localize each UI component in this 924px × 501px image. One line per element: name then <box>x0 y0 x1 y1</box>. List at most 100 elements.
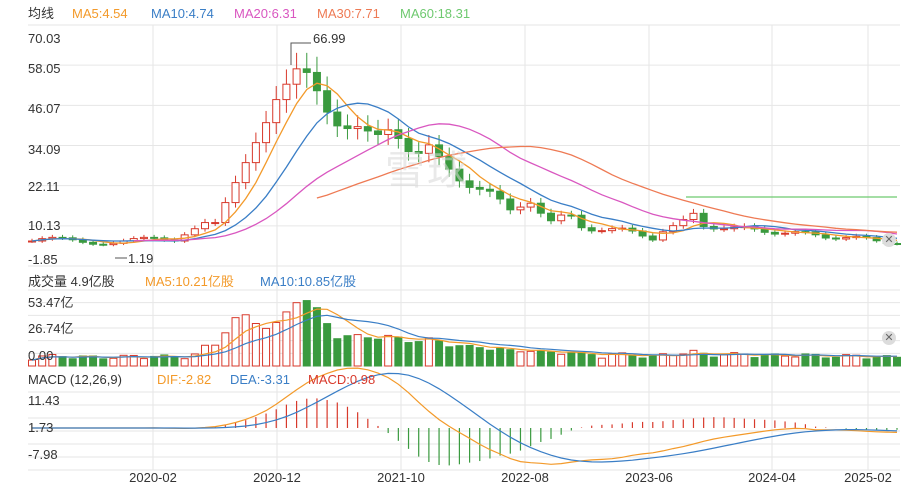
volume-bar <box>190 353 199 367</box>
volume-bar <box>730 352 739 367</box>
candle-body <box>831 237 840 240</box>
candle-body <box>648 235 657 241</box>
volume-bar <box>333 338 342 367</box>
candle-body <box>689 212 698 220</box>
volume-bar <box>89 355 98 367</box>
candle-body <box>363 126 372 132</box>
x-tick: 2021-10 <box>377 470 425 485</box>
price-ytick: 46.07 <box>28 101 61 116</box>
volume-bar <box>262 327 271 367</box>
volume-bar <box>740 353 749 367</box>
candle-body <box>679 218 688 227</box>
volume-bar <box>760 354 769 367</box>
volume-bar <box>99 358 108 367</box>
candle-body <box>251 142 260 164</box>
macd-ytick: 11.43 <box>28 393 60 408</box>
macd-ytick: 1.73 <box>28 420 54 435</box>
candle-body <box>608 228 617 232</box>
volume-legend-ma5: MA5:10.21亿股 <box>145 274 234 289</box>
legend-ma10: MA10:4.74 <box>151 6 214 21</box>
volume-ytick: 53.47亿 <box>28 295 74 310</box>
volume-bar <box>139 358 148 367</box>
volume-bar <box>526 350 535 367</box>
candle-body <box>89 241 98 245</box>
x-tick: 2020-02 <box>129 470 177 485</box>
volume-bar <box>272 321 281 367</box>
volume-bar <box>496 347 505 367</box>
volume-bar <box>292 302 301 367</box>
price-ytick: 22.11 <box>28 179 60 194</box>
candle-body <box>770 231 779 235</box>
volume-bar <box>536 349 545 367</box>
volume-bar <box>597 357 606 367</box>
close-icon[interactable]: ✕ <box>882 233 896 247</box>
volume-bar <box>669 354 678 367</box>
volume-bar <box>38 355 47 367</box>
volume-bar <box>781 355 790 367</box>
price-panel-title: 均线 <box>28 6 55 21</box>
x-tick: 2025-02 <box>844 470 892 485</box>
candle-body <box>496 190 505 200</box>
candle-body <box>282 83 291 101</box>
volume-panel-title: 成交量 4.9亿股 <box>28 274 115 289</box>
x-tick: 2023-06 <box>625 470 673 485</box>
volume-bar <box>394 336 403 367</box>
volume-bar <box>608 353 617 367</box>
price-ytick: 58.05 <box>28 61 61 76</box>
ma20-line <box>133 123 898 242</box>
high-price-label: 66.99 <box>313 31 346 46</box>
macd-legend-macd: MACD:0.98 <box>308 372 376 387</box>
candle-body <box>231 182 240 204</box>
close-icon[interactable]: ✕ <box>882 331 896 345</box>
candle-body <box>211 222 220 225</box>
volume-bar <box>699 352 708 367</box>
candle-body <box>190 228 199 236</box>
volume-bar <box>129 354 138 367</box>
candle-body <box>557 214 566 222</box>
volume-bar <box>577 352 586 367</box>
volume-bar <box>862 358 871 367</box>
price-ytick: 10.13 <box>28 218 61 233</box>
volume-bar <box>384 334 393 367</box>
candle-body <box>333 111 342 127</box>
volume-bar <box>404 342 413 367</box>
candle-body <box>445 155 454 170</box>
volume-bar <box>455 345 464 367</box>
x-tick: 2024-04 <box>748 470 796 485</box>
volume-bar <box>221 332 230 367</box>
price-ytick: 34.09 <box>28 142 61 157</box>
volume-bar <box>893 356 901 367</box>
volume-bar <box>475 347 484 367</box>
candle-body <box>201 222 209 230</box>
volume-ma10-line <box>31 314 897 361</box>
candle-body <box>241 162 250 184</box>
candle-body <box>669 225 678 233</box>
volume-bar <box>882 355 891 367</box>
volume-bar <box>323 323 332 367</box>
candle-body <box>516 206 525 211</box>
candle-body <box>720 228 728 231</box>
volume-ytick: 26.74亿 <box>28 321 74 336</box>
volume-bar <box>821 357 830 367</box>
volume-bar <box>587 354 596 367</box>
volume-bar <box>312 307 321 367</box>
candle-body <box>139 236 148 240</box>
candle-body <box>547 212 555 222</box>
volume-bar <box>374 338 382 367</box>
volume-bar <box>445 346 454 367</box>
legend-ma60: MA60:18.31 <box>400 6 471 21</box>
volume-bar <box>170 356 179 367</box>
dea-line <box>32 372 898 463</box>
candle-body <box>821 234 830 239</box>
candle-body <box>414 150 423 154</box>
low-price-label: 1.19 <box>128 251 154 266</box>
legend-ma30: MA30:7.71 <box>317 6 380 21</box>
volume-bar <box>58 356 67 367</box>
candle-body <box>150 236 159 239</box>
candle-body <box>404 137 413 152</box>
volume-bar <box>770 353 779 367</box>
volume-bar <box>689 349 698 367</box>
candle-body <box>424 144 433 154</box>
